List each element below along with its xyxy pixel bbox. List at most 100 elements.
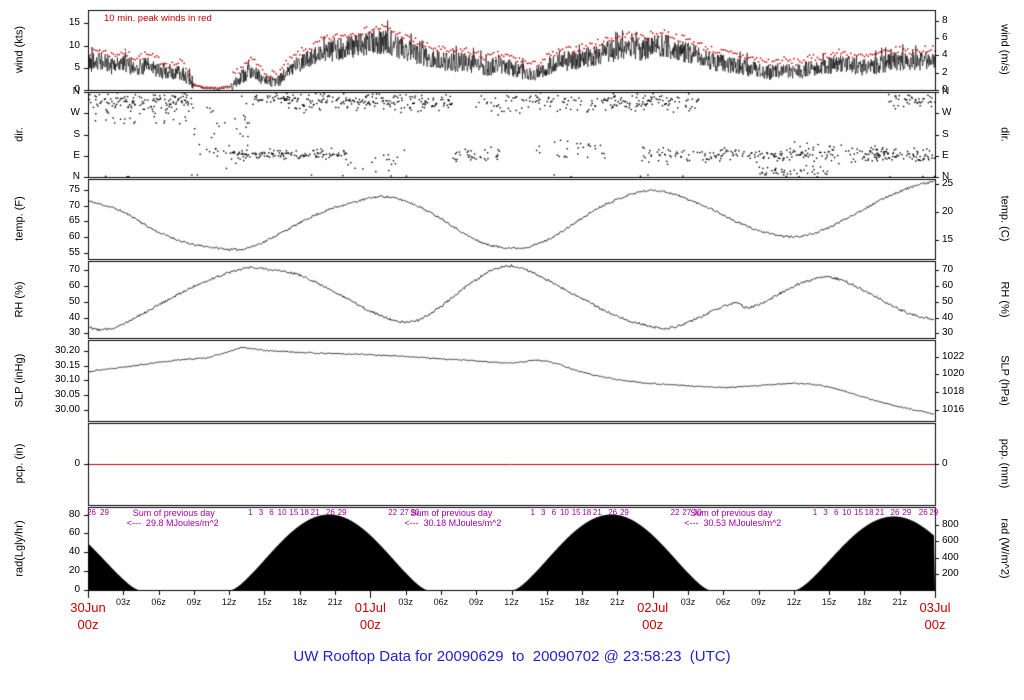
rad-right-tick: 400: [942, 551, 959, 563]
rh-right-tick: 30: [942, 326, 954, 338]
dir-right-tick: N: [942, 85, 950, 97]
x-date-label-z: 00z: [642, 617, 664, 632]
rad-sum-value: <--- 30.18 MJoules/m^2: [404, 518, 502, 528]
rad-top-number: 1: [248, 507, 253, 517]
rad-top-number: 29: [619, 507, 629, 517]
x-date-label: 30Jun: [70, 600, 106, 615]
rad-top-number: 15: [854, 507, 863, 517]
rad-sum-label: Sum of previous day: [690, 508, 773, 518]
rad-top-number: 6: [833, 507, 839, 517]
wind-left-tick: 15: [68, 16, 80, 28]
rad-top-number: 10: [277, 507, 287, 517]
dir-right-tick: E: [942, 149, 949, 161]
rad-top-number: 18: [582, 507, 592, 517]
rad-sum-label: Sum of previous day: [132, 508, 215, 518]
figure-title: UW Rooftop Data for 20090629 to 20090702…: [293, 648, 731, 665]
x-tick-label: 03z: [116, 597, 131, 607]
rad-top-number: 26: [918, 507, 928, 517]
rad-top-number: 15: [289, 507, 299, 517]
x-tick-label: 18z: [574, 597, 590, 607]
peak-winds-note: 10 min. peak winds in red: [104, 13, 212, 24]
rh-right-tick: 70: [942, 263, 954, 275]
axis-title-left-rad: rad(Lgly/hr): [13, 519, 26, 577]
rad-right-tick: 800: [942, 518, 959, 530]
rh-right-tick: 40: [942, 311, 954, 323]
x-date-label-z: 00z: [359, 617, 381, 632]
rh-left-tick: 30: [68, 326, 80, 338]
x-tick-label: 03z: [680, 597, 696, 607]
slp-left-tick: 30.20: [54, 344, 80, 356]
rad-right-tick: 200: [942, 567, 959, 579]
x-tick-label: 18z: [857, 597, 872, 607]
wind-right-tick: 8: [942, 14, 948, 26]
rad-sum-value: <--- 29.8 MJoules/m^2: [126, 518, 219, 528]
rad-top-number: 18: [300, 507, 309, 517]
x-date-label: 02Jul: [637, 600, 669, 615]
rad-right-tick: 600: [942, 534, 959, 546]
rad-top-number: 15: [571, 507, 581, 517]
pcp-right-tick: 0: [942, 457, 948, 469]
rad-top-number: 21: [310, 507, 320, 517]
slp-right-tick: 1020: [942, 367, 965, 379]
rh-right-tick: 60: [942, 279, 954, 291]
x-date-label-z: 00z: [77, 617, 99, 632]
temp-left-tick: 70: [68, 199, 80, 211]
rh-left-tick: 60: [68, 279, 80, 291]
dir-left-tick: E: [73, 149, 80, 161]
rad-top-number: 29: [100, 507, 109, 517]
dir-right-tick: S: [942, 128, 949, 140]
dir-left-tick: S: [73, 128, 80, 140]
rad-top-number: 1: [812, 507, 818, 517]
rh-left-tick: 50: [68, 295, 80, 307]
wind-right-tick: 0: [942, 83, 948, 95]
rad-top-number: 27: [682, 507, 692, 517]
rad-top-number: 3: [541, 507, 546, 517]
x-tick-label: 12z: [504, 597, 519, 607]
dir-left-tick: N: [72, 85, 80, 97]
rad-top-number: 26: [608, 507, 618, 517]
rad-top-number: 26: [890, 507, 900, 517]
rad-top-number: 3: [823, 507, 828, 517]
dir-right-tick: W: [942, 106, 952, 118]
x-tick-label: 21z: [892, 597, 907, 607]
pcp-left-tick: 0: [74, 457, 80, 469]
x-tick-label: 06z: [715, 597, 731, 607]
dir-left-tick: N: [72, 170, 80, 182]
x-tick-label: 21z: [610, 597, 625, 607]
x-date-label: 01Jul: [354, 600, 386, 615]
rad-top-number: 1: [530, 507, 535, 517]
x-tick-label: 12z: [221, 597, 237, 607]
rh-left-tick: 70: [68, 263, 80, 275]
temp-right-tick: 15: [942, 233, 954, 245]
wind-right-tick: 2: [942, 66, 948, 78]
x-date-label-z: 00z: [924, 617, 946, 632]
x-tick-label: 21z: [327, 597, 343, 607]
temp-left-tick: 60: [68, 230, 80, 242]
wind-left-tick: 5: [74, 61, 80, 73]
temp-right-tick: 25: [942, 177, 954, 189]
x-tick-label: 12z: [786, 597, 802, 607]
rad-top-number: 30: [692, 507, 702, 517]
rad-left-tick: 40: [68, 545, 80, 557]
rad-top-number: 29: [929, 507, 939, 517]
wind-left-tick: 0: [74, 83, 80, 95]
temp-left-tick: 55: [68, 246, 80, 258]
x-tick-label: 15z: [539, 597, 555, 607]
rad-top-number: 21: [875, 507, 885, 517]
wind-right-tick: 6: [942, 31, 948, 43]
rad-top-number: 21: [592, 507, 602, 517]
rad-top-number: 10: [842, 507, 852, 517]
x-tick-label: 18z: [292, 597, 307, 607]
wind-left-tick: 10: [68, 39, 80, 51]
rad-sum-label: Sum of previous day: [410, 508, 493, 518]
rh-right-tick: 50: [942, 295, 954, 307]
slp-right-tick: 1016: [942, 403, 965, 415]
rad-top-number: 26: [87, 507, 96, 517]
rad-top-number: 6: [551, 507, 557, 517]
x-tick-label: 06z: [433, 597, 449, 607]
x-tick-label: 15z: [821, 597, 837, 607]
rad-top-number: 30: [410, 507, 420, 517]
rad-top-number: 29: [337, 507, 347, 517]
x-tick-label: 15z: [257, 597, 272, 607]
